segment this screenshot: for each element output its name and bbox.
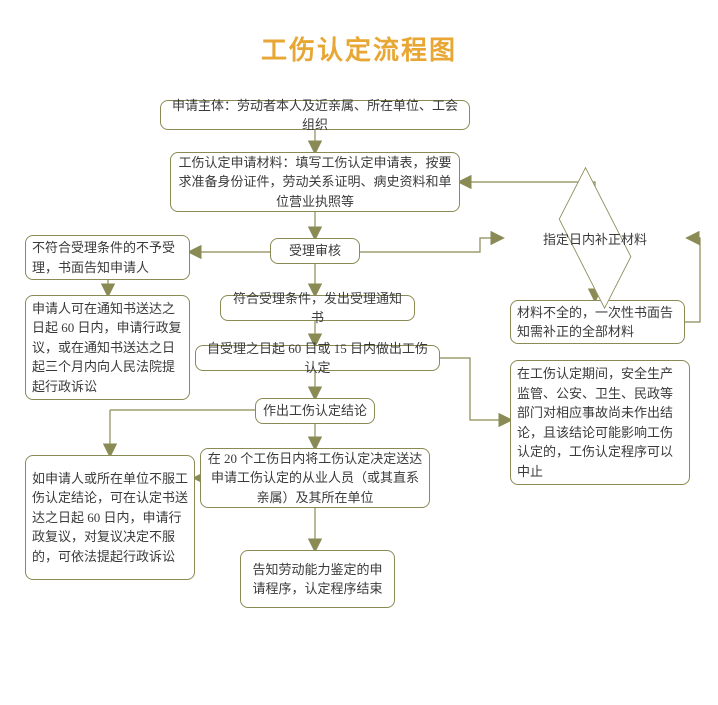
edge	[360, 238, 502, 252]
node-n14: 在工伤认定期间，安全生产监管、公安、卫生、民政等部门对相应事故尚未作出结论，且该…	[510, 360, 690, 485]
node-n13: 材料不全的，一次性书面告知需补正的全部材料	[510, 300, 685, 344]
diamond-text: 指定日内补正材料	[543, 229, 647, 248]
node-n6: 受理审核	[270, 238, 360, 264]
node-n9: 作出工伤认定结论	[255, 398, 375, 424]
node-n3: 不符合受理条件的不予受理，书面告知申请人	[25, 235, 190, 280]
node-n5: 如申请人或所在单位不服工伤认定结论，可在认定书送达之日起 60 日内，申请行政复…	[25, 455, 195, 580]
edge	[440, 358, 510, 420]
node-n10: 在 20 个工伤日内将工伤认定决定送达申请工伤认定的从业人员（或其直系亲属）及其…	[200, 448, 430, 508]
node-n2: 工伤认定申请材料：填写工伤认定申请表，按要求准备身份证件，劳动关系证明、病史资料…	[170, 152, 460, 212]
diamond-node: 指定日内补正材料	[503, 210, 688, 266]
chart-title: 工伤认定流程图	[261, 30, 457, 67]
node-n7: 符合受理条件，发出受理通知书	[220, 295, 415, 321]
node-n11: 告知劳动能力鉴定的申请程序，认定程序结束	[240, 550, 395, 608]
node-n1: 申请主体：劳动者本人及近亲属、所在单位、工会组织	[160, 100, 470, 130]
node-n8: 自受理之日起 60 日或 15 日内做出工伤认定	[195, 345, 440, 371]
node-n4: 申请人可在通知书送达之日起 60 日内，申请行政复议，或在通知书送达之日起三个月…	[25, 295, 190, 400]
flowchart-container: 工伤认定流程图 申请主体：劳动者本人及近亲属、所在单位、工会组织工伤认定申请材料…	[0, 0, 718, 705]
